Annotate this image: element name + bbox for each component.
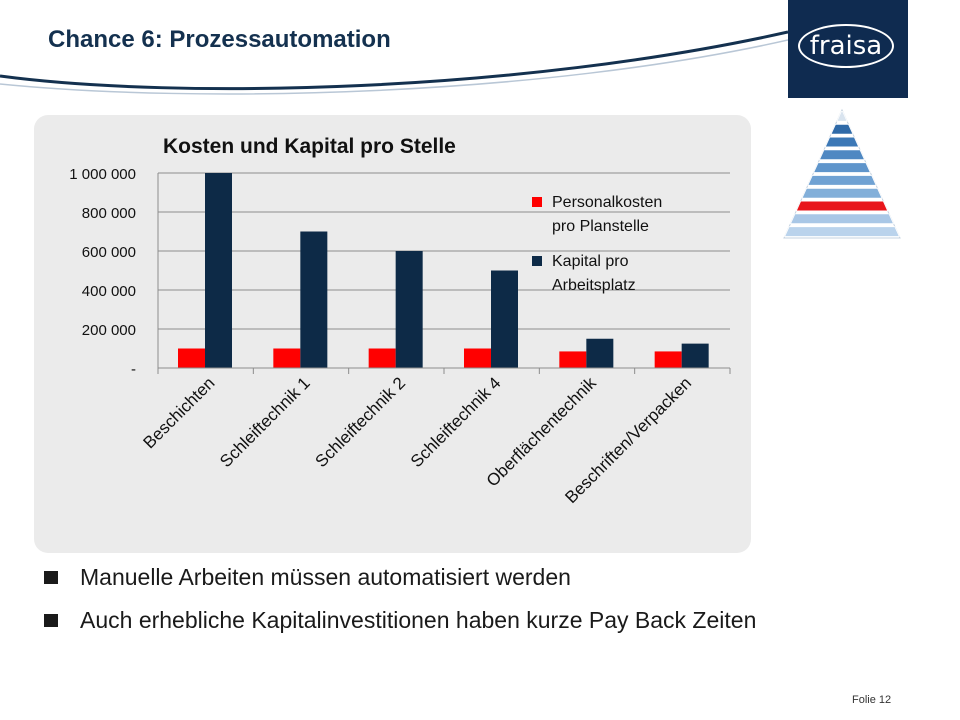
bar — [273, 348, 301, 368]
legend-swatch — [532, 256, 542, 266]
y-tick-label: 800 000 — [82, 205, 136, 222]
x-category-label: Beschichten — [140, 373, 219, 452]
y-tick-label: 400 000 — [82, 283, 136, 300]
legend-label: Personalkosten — [552, 194, 662, 211]
slide-number: Folie 12 — [852, 694, 892, 706]
x-category-label: Schleiftechnik 1 — [216, 373, 314, 471]
pyramid-level — [836, 111, 848, 122]
pyramid-icon — [783, 108, 901, 239]
pyramid-level — [824, 136, 860, 148]
slide-title: Chance 6: Prozessautomation — [48, 26, 391, 53]
bar — [491, 270, 518, 368]
legend-label: Arbeitsplatz — [552, 277, 636, 294]
bar — [559, 351, 587, 368]
pyramid-level — [801, 187, 883, 199]
bar — [395, 251, 423, 368]
bar — [205, 173, 232, 368]
pyramid-level — [830, 123, 854, 135]
bar — [681, 343, 709, 368]
pyramid-level — [813, 162, 871, 173]
pyramid-level — [789, 213, 895, 225]
bar-chart: Kosten und Kapital pro Stelle - 200 000 40… — [69, 135, 731, 507]
bullet-square-icon — [44, 571, 58, 584]
legend-swatch — [532, 197, 542, 207]
fraisa-logo: fraisa — [788, 0, 908, 98]
bullet-text: Manuelle Arbeiten müssen automatisiert w… — [80, 564, 571, 590]
bar — [586, 338, 614, 368]
bar — [178, 348, 205, 368]
pyramid-level — [795, 200, 889, 212]
y-tick-label: - — [131, 361, 136, 378]
bar — [368, 348, 396, 368]
chart-panel: Kosten und Kapital pro Stelle - 200 000 40… — [34, 115, 751, 553]
x-category-label: Schleiftechnik 2 — [312, 373, 410, 471]
x-category-label: Schleiftechnik 4 — [407, 373, 505, 471]
pyramid-level — [807, 175, 877, 186]
legend-label: pro Planstelle — [552, 218, 649, 235]
legend-label: Kapital pro — [552, 253, 629, 270]
bullet-item: Auch erhebliche Kapitalinvestitionen hab… — [44, 605, 756, 648]
y-tick-label: 200 000 — [82, 322, 136, 339]
pyramid-level — [784, 226, 900, 237]
pyramid-level — [818, 149, 866, 161]
y-tick-label: 600 000 — [82, 244, 136, 261]
bar — [300, 231, 328, 368]
header-swoosh — [0, 30, 788, 95]
bullet-text: Auch erhebliche Kapitalinvestitionen hab… — [80, 607, 757, 633]
bar — [654, 351, 682, 368]
bullet-item: Manuelle Arbeiten müssen automatisiert w… — [44, 562, 756, 605]
bar — [464, 348, 491, 368]
bullet-list: Manuelle Arbeiten müssen automatisiert w… — [44, 562, 756, 648]
chart-title: Kosten und Kapital pro Stelle — [163, 135, 456, 158]
logo-oval — [798, 24, 894, 68]
bullet-square-icon — [44, 614, 58, 627]
logo-text: fraisa — [809, 31, 883, 61]
legend-item: Personalkosten pro Planstelle — [532, 194, 662, 235]
legend-item: Kapital pro Arbeitsplatz — [532, 253, 636, 294]
y-tick-label: 1 000 000 — [69, 166, 136, 183]
